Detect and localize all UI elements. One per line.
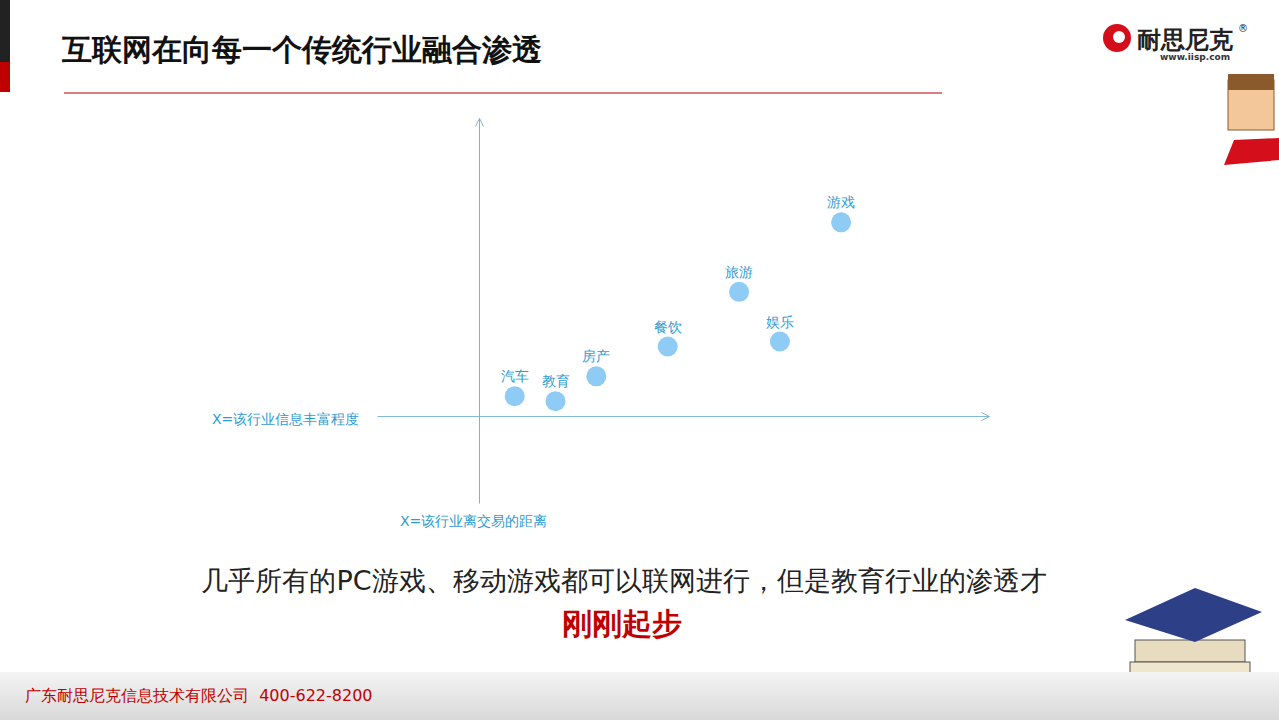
footer-band (0, 672, 1279, 720)
corner-bar (0, 62, 10, 92)
point-label: 房产 (582, 348, 610, 364)
logo-icon (1113, 31, 1125, 43)
point-label: 游戏 (827, 194, 855, 210)
highlight: 刚刚起步 (562, 606, 682, 641)
point (770, 332, 790, 352)
caption: 几乎所有的PC游戏、移动游戏都可以联网进行，但是教育行业的渗透才 (201, 565, 1046, 596)
title-rule (64, 92, 942, 94)
point-label: 汽车 (501, 368, 529, 384)
point (586, 366, 606, 386)
slide: 互联网在向每一个传统行业融合渗透 耐思尼克 ® www.iisp.com 汽车教育房产 餐… (0, 0, 1279, 720)
point-labels: 汽车教育房产 餐饮 旅游娱乐 游戏 (501, 194, 855, 389)
point-label: 旅游 (725, 264, 753, 280)
registered: ® (1238, 23, 1248, 34)
x-axis-title: X=该行业信息丰富程度 (212, 411, 359, 427)
footer: 广东耐思尼克信息技术有限公司 400-622-8200 (25, 686, 373, 705)
logo-icon (1103, 24, 1131, 52)
x-axis (378, 416, 990, 417)
point (505, 386, 525, 406)
brand: 耐思尼克 (1137, 26, 1233, 54)
point (658, 337, 678, 357)
y-axis (479, 119, 480, 504)
point-label: 教育 (542, 373, 570, 389)
title: 互联网在向每一个传统行业融合渗透 (61, 32, 542, 67)
corner-bar (0, 0, 10, 62)
point-label: 娱乐 (766, 314, 794, 330)
point-label: 餐饮 (654, 319, 682, 335)
plot-area (505, 212, 851, 411)
axis-line (378, 416, 990, 417)
y-axis-title: X=该行业离交易的距离 (400, 513, 547, 529)
mascot (1224, 74, 1279, 165)
point (729, 282, 749, 302)
point (831, 212, 851, 232)
point (546, 391, 566, 411)
axis-line (479, 119, 480, 504)
website: www.iisp.com (1160, 52, 1230, 62)
